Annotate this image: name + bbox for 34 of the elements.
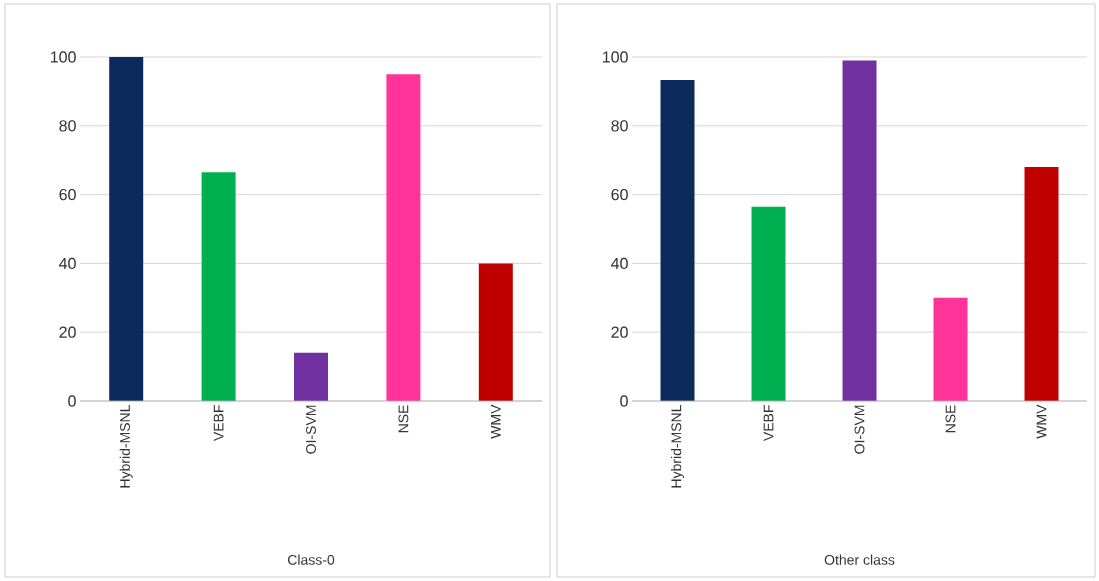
y-tick-label: 80 xyxy=(611,120,628,132)
y-tick-label: 40 xyxy=(611,257,628,270)
x-tick-label: OI-SVM xyxy=(854,405,865,454)
bar xyxy=(933,297,968,401)
x-tick-label: OI-SVM xyxy=(306,405,316,454)
x-tick-label: Hybrid-MSNL xyxy=(670,405,685,488)
y-tick-label: 0 xyxy=(68,395,76,407)
x-axis-title: Other class xyxy=(824,554,895,565)
y-tick-label: 100 xyxy=(603,51,628,63)
x-tick-label: WMV xyxy=(1036,404,1047,439)
y-tick-label: 20 xyxy=(611,326,628,338)
x-axis-title: Class-0 xyxy=(287,554,335,565)
bar xyxy=(294,352,329,401)
x-tick-label: NSE xyxy=(398,405,409,433)
bar xyxy=(109,57,144,401)
y-tick-label: 20 xyxy=(59,326,76,338)
x-tick-label: VEBF xyxy=(763,405,774,442)
bar xyxy=(660,80,695,401)
x-tick-label: Hybrid-MSNL xyxy=(119,405,133,488)
x-tick-label: NSE xyxy=(945,405,956,433)
bar xyxy=(842,60,877,401)
bar xyxy=(751,206,786,401)
bar xyxy=(201,172,236,401)
x-tick-label: VEBF xyxy=(213,405,224,442)
x-tick-label: WMV xyxy=(490,404,501,439)
y-tick-label: 100 xyxy=(51,51,76,63)
y-tick-label: 0 xyxy=(620,395,628,407)
y-tick-label: 80 xyxy=(59,120,76,132)
y-tick-label: 60 xyxy=(59,188,76,201)
y-tick-label: 60 xyxy=(611,188,628,201)
bar xyxy=(1024,167,1059,401)
y-tick-label: 40 xyxy=(59,257,76,270)
bar xyxy=(478,263,513,401)
bar xyxy=(386,74,421,401)
